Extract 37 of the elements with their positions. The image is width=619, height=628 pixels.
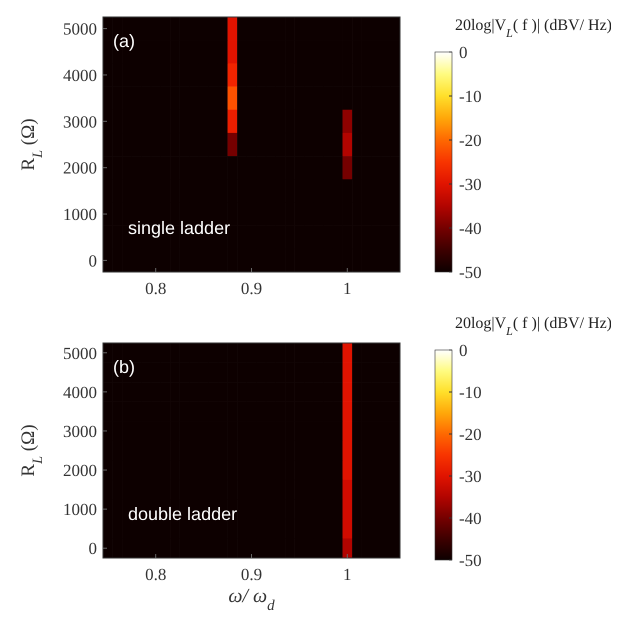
y-tick-label: 1000	[63, 205, 97, 224]
x-axis-title: ω/ ω$_{d}$	[228, 585, 276, 614]
x-tick-label: 0.8	[145, 565, 166, 584]
y-tick-label: 5000	[63, 344, 97, 363]
y-tick-label: 0	[88, 539, 97, 558]
annotation: double ladder	[128, 504, 238, 524]
y-tick-label: 4000	[63, 66, 97, 85]
y-tick-label: 2000	[63, 461, 97, 480]
x-tick-label: 1	[343, 565, 352, 584]
color-bar-title: 20log|V$_{L}$( f )| (dBV/ Hz)	[454, 315, 612, 338]
color-bar-label: -10	[459, 87, 482, 106]
annotation: (b)	[113, 357, 135, 377]
color-bar-label: -50	[459, 263, 482, 282]
color-bar-label: -20	[459, 131, 482, 150]
annotation: (a)	[113, 31, 135, 51]
color-bar-label: -30	[459, 467, 482, 486]
color-bar-label: -40	[459, 509, 482, 528]
y-tick-label: 3000	[63, 112, 97, 132]
y-tick-label: 2000	[63, 158, 97, 178]
color-bar-label: 0	[459, 43, 468, 62]
color-bar-label: 0	[459, 341, 468, 360]
y-tick-label: 0	[88, 251, 97, 270]
x-tick-label: 0.9	[240, 565, 262, 584]
annotation: single ladder	[128, 218, 230, 238]
color-bar-label: -10	[459, 383, 482, 402]
color-bar-label: -40	[459, 219, 482, 238]
y-tick-label: 1000	[63, 500, 97, 520]
color-bar-label: -30	[459, 175, 482, 194]
color-bar-label: -20	[459, 425, 482, 444]
x-tick-label: 1	[343, 279, 352, 298]
y-tick-label: 3000	[63, 422, 97, 441]
x-tick-label: 0.8	[145, 279, 166, 298]
color-bar-title: 20log|V$_{L}$( f )| (dBV/ Hz)	[454, 17, 612, 40]
y-tick-label: 4000	[63, 382, 97, 402]
y-tick-label: 5000	[63, 20, 97, 39]
x-tick-label: 0.9	[240, 279, 262, 298]
color-bar-label: -50	[459, 551, 482, 570]
